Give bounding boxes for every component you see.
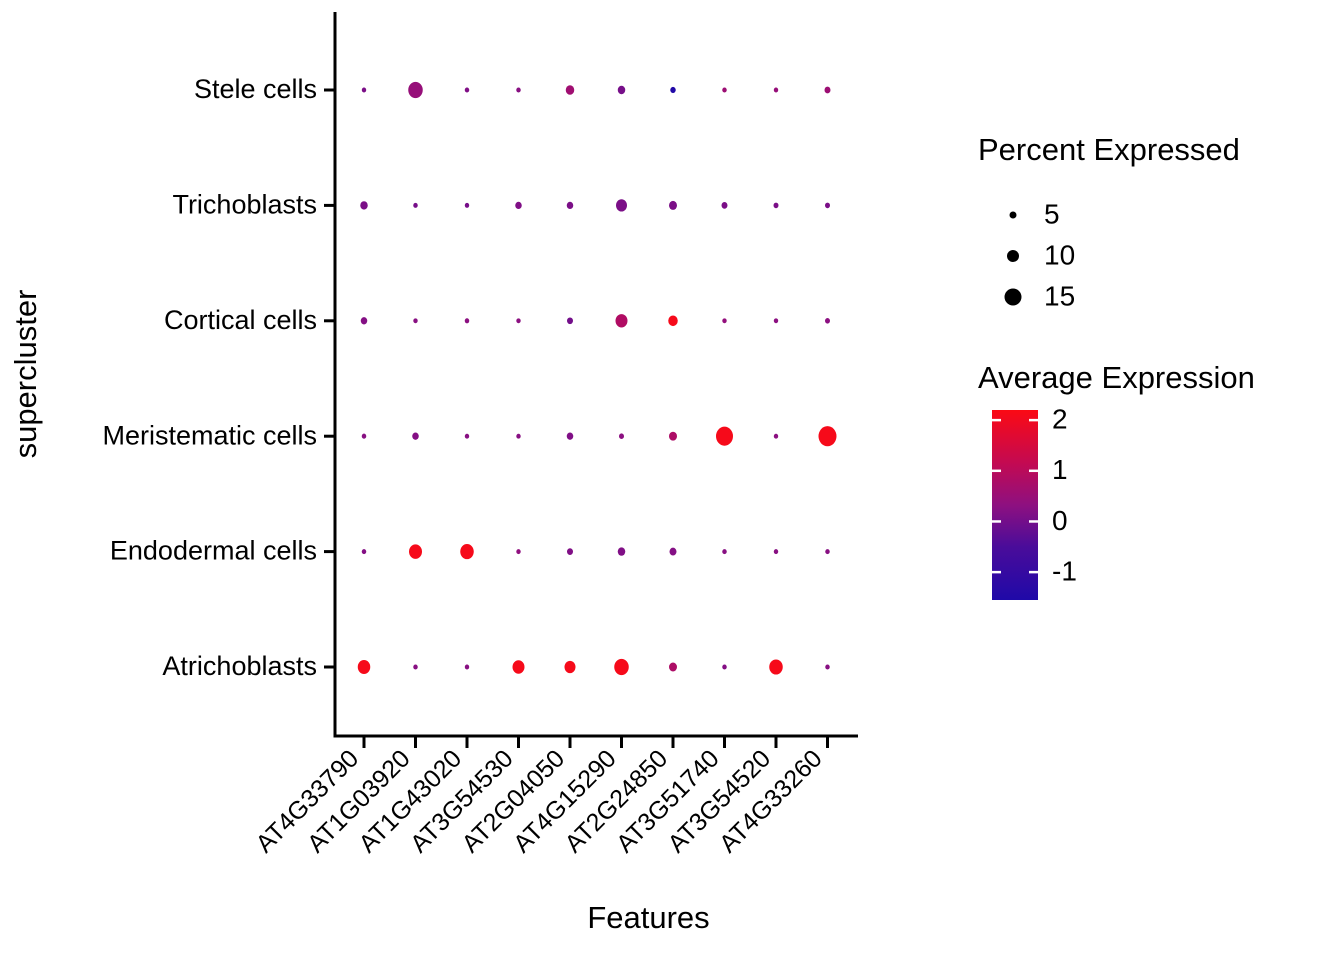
axes (324, 12, 858, 748)
data-point (464, 87, 470, 93)
colorbar-tick-label-2: 2 (1052, 404, 1068, 435)
data-point (773, 433, 779, 439)
colorbar-ticks (992, 418, 1038, 574)
data-point (361, 549, 367, 555)
data-point (566, 201, 574, 210)
size-legend-items: 5 10 15 (1004, 198, 1075, 311)
size-legend-label-10: 10 (1044, 239, 1075, 270)
data-point (615, 314, 628, 328)
y-axis-tick-label-3: Meristematic cells (102, 420, 317, 450)
data-point (413, 202, 418, 208)
data-point (722, 87, 727, 93)
data-point (824, 86, 831, 94)
data-point (412, 432, 419, 440)
data-point (722, 549, 727, 555)
data-point (413, 664, 418, 670)
data-point (516, 433, 521, 439)
data-point (515, 201, 522, 210)
data-point (773, 87, 779, 93)
size-legend-dot-15 (1004, 288, 1022, 306)
data-point (722, 318, 727, 324)
data-point (565, 85, 575, 95)
data-point (669, 431, 677, 441)
size-legend-dot-5 (1009, 211, 1017, 219)
data-point (357, 660, 371, 674)
data-point (617, 547, 626, 556)
data-point (825, 202, 830, 209)
size-legend: Percent Expressed 5 10 15 (978, 132, 1240, 311)
size-legend-dot-10 (1007, 250, 1019, 262)
y-axis-tick-label-0: Stele cells (194, 74, 317, 104)
colorbar-tick-label-0: 0 (1052, 505, 1068, 536)
data-point (668, 315, 678, 327)
data-point (564, 660, 576, 674)
y-axis-tick-label-2: Cortical cells (164, 305, 317, 335)
x-axis-title: Features (587, 900, 709, 935)
data-point (669, 662, 677, 672)
data-point (361, 433, 367, 439)
data-point (464, 202, 470, 208)
data-point (670, 86, 676, 94)
data-point (361, 87, 367, 93)
data-point (464, 318, 470, 324)
data-point (460, 544, 474, 560)
size-legend-label-5: 5 (1044, 198, 1060, 229)
color-legend: Average Expression 2 1 0 -1 (978, 360, 1255, 600)
data-point (409, 544, 422, 559)
colorbar-gradient (992, 410, 1038, 600)
data-point (722, 664, 727, 670)
data-point (516, 318, 521, 324)
size-legend-label-15: 15 (1044, 280, 1075, 311)
data-point (617, 85, 626, 95)
color-legend-title: Average Expression (978, 360, 1255, 395)
data-point (825, 664, 830, 670)
data-point (360, 201, 368, 210)
y-axis-tick-label-4: Endodermal cells (110, 536, 317, 566)
data-point (408, 81, 423, 99)
data-point (669, 200, 677, 210)
data-point (413, 318, 418, 324)
data-points (357, 81, 837, 676)
data-point (360, 317, 368, 325)
colorbar-tick-labels: 2 1 0 -1 (1052, 404, 1077, 587)
y-axis-tick-labels: Stele cells Trichoblasts Cortical cells Mer… (102, 74, 317, 681)
data-point (773, 202, 779, 209)
data-point (614, 658, 629, 676)
y-axis-tick-label-1: Trichoblasts (172, 190, 317, 220)
data-point (773, 549, 779, 555)
size-legend-title: Percent Expressed (978, 132, 1240, 167)
data-point (773, 318, 779, 324)
data-point (567, 548, 573, 555)
data-point (566, 432, 574, 440)
data-point (464, 664, 470, 670)
data-point (516, 549, 521, 555)
colorbar-tick-label-1: 1 (1052, 454, 1068, 485)
data-point (516, 87, 521, 93)
data-point (512, 660, 525, 674)
data-point (716, 426, 733, 446)
colorbar-tick-label--1: -1 (1052, 556, 1077, 587)
data-point (825, 318, 830, 324)
data-point (825, 549, 830, 555)
data-point (669, 547, 677, 556)
data-point (818, 426, 837, 447)
y-axis-title: supercluster (8, 290, 43, 459)
data-point (616, 199, 627, 212)
data-point (721, 202, 728, 209)
data-point (567, 317, 573, 325)
data-point (619, 433, 624, 440)
y-axis-tick-label-5: Atrichoblasts (162, 651, 317, 681)
data-point (464, 433, 470, 439)
data-point (769, 659, 783, 675)
